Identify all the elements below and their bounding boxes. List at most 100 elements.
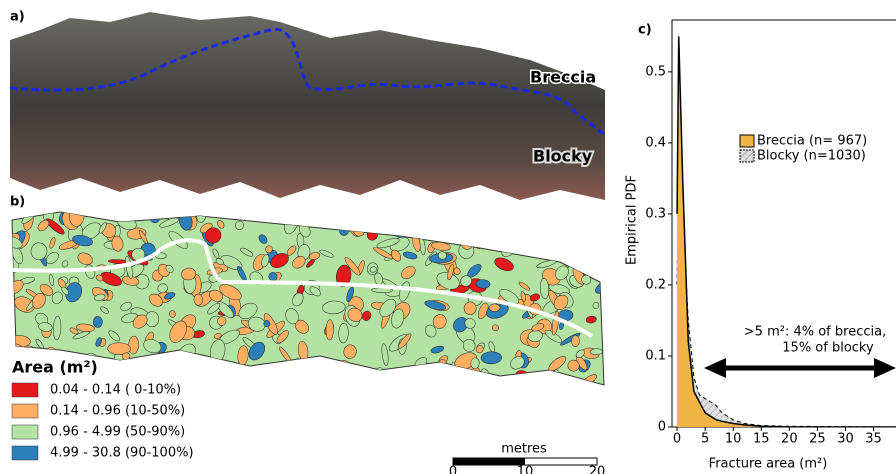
legend-title: Area (m²) <box>12 358 98 377</box>
legend-swatch <box>740 135 754 147</box>
scale-label: metres <box>501 442 547 457</box>
x-tick-label: 25 <box>809 432 826 447</box>
map-patch <box>507 202 528 218</box>
annotation: Breccia <box>530 68 596 87</box>
map-patch <box>145 311 158 327</box>
legend-swatch <box>12 404 38 418</box>
map-patch <box>541 228 561 241</box>
map-patch <box>481 219 498 232</box>
map-patch <box>273 201 299 227</box>
legend-label: Breccia (n= 967) <box>757 134 867 149</box>
map-patch <box>591 255 614 279</box>
map-patch <box>270 373 280 384</box>
y-tick-label: 0.5 <box>645 64 666 79</box>
map-patch <box>543 376 553 383</box>
legend-swatch <box>12 446 38 460</box>
map-patch <box>234 369 245 379</box>
map-patch <box>309 357 327 376</box>
map-patch <box>311 209 323 223</box>
map-patch <box>329 359 342 372</box>
annotation: 15% of blocky <box>782 341 874 356</box>
annotation: >5 m²: 4% of breccia, <box>744 325 886 340</box>
scale-tick-label: 10 <box>517 465 534 474</box>
x-tick-label: 10 <box>725 432 742 447</box>
map-patch <box>326 320 334 341</box>
map-patch <box>124 203 143 219</box>
map-patch <box>516 246 538 254</box>
figure: a) Breccia Blocky b) Area (m²) 0.04 - 0.… <box>0 0 896 474</box>
map-patch <box>559 221 575 236</box>
legend-swatch <box>12 383 38 397</box>
map-patch <box>590 349 603 355</box>
map-patch <box>377 376 402 387</box>
map-patch <box>300 374 317 379</box>
map-patch <box>213 369 221 377</box>
map-patch <box>533 243 548 258</box>
map-patch <box>385 225 396 236</box>
map-patch <box>352 207 376 229</box>
x-tick-label: 5 <box>701 432 709 447</box>
map-patch <box>216 368 239 385</box>
map-patch <box>306 362 318 369</box>
panel-label: c) <box>638 23 652 38</box>
chart: 00.10.20.30.40.505101520253035Fracture a… <box>625 20 896 472</box>
map-patch <box>182 359 201 372</box>
legend-label: 4.99 - 30.8 (90-100%) <box>50 446 194 461</box>
map-patch <box>339 373 350 385</box>
map-patch <box>531 241 545 253</box>
map-patch <box>426 206 436 218</box>
map-patch <box>213 378 234 390</box>
map-patch <box>549 241 572 263</box>
legend-swatch <box>740 150 754 162</box>
map-patch <box>548 214 564 236</box>
map-patch <box>567 215 590 237</box>
y-tick-label: 0.3 <box>645 206 666 221</box>
map-patch <box>259 204 271 219</box>
legend-label: 0.04 - 0.14 ( 0-10%) <box>50 383 181 398</box>
map-patch <box>556 233 569 252</box>
legend-swatch <box>12 425 38 439</box>
x-tick-label: 35 <box>865 432 882 447</box>
photo-panel <box>10 12 605 200</box>
map-patch <box>93 316 103 327</box>
map-patch <box>195 362 214 381</box>
x-tick-label: 0 <box>673 432 681 447</box>
map-patch <box>489 304 500 312</box>
map-patch <box>481 214 491 229</box>
map-patch <box>488 213 511 236</box>
map-patch <box>318 210 325 225</box>
map-patch <box>432 363 448 379</box>
map-patch <box>361 209 378 223</box>
map-patch <box>348 369 368 390</box>
map-patch <box>194 294 203 306</box>
y-tick-label: 0.2 <box>645 277 666 292</box>
y-tick-label: 0 <box>658 420 666 435</box>
map-patch <box>585 203 604 229</box>
x-tick-label: 30 <box>837 432 854 447</box>
map-patch <box>572 231 586 244</box>
legend-label: 0.14 - 0.96 (10-50%) <box>50 404 185 419</box>
map-patch <box>354 376 372 393</box>
y-tick-label: 0.1 <box>645 348 666 363</box>
map-patch <box>382 209 392 223</box>
map-patch <box>463 225 482 244</box>
panel-label: a) <box>10 10 25 25</box>
map-patch <box>546 207 560 220</box>
map-patch <box>527 219 537 231</box>
y-tick-label: 0.4 <box>645 135 666 150</box>
scale-tick-label: 20 <box>589 465 606 474</box>
legend-label: Blocky (n=1030) <box>757 149 866 164</box>
map-patch <box>559 215 578 236</box>
map-patch <box>292 371 315 385</box>
map-patch <box>295 205 314 225</box>
map-patch <box>344 369 364 389</box>
line <box>677 171 896 427</box>
x-axis-label: Fracture area (m²) <box>709 457 828 472</box>
map-patch <box>523 242 535 256</box>
map-patch <box>528 226 545 251</box>
map-patch <box>516 221 533 238</box>
arrow-head <box>874 358 896 378</box>
scale-bar: 01020 <box>449 458 605 474</box>
map-patch <box>485 215 499 226</box>
area-fill <box>677 171 896 427</box>
